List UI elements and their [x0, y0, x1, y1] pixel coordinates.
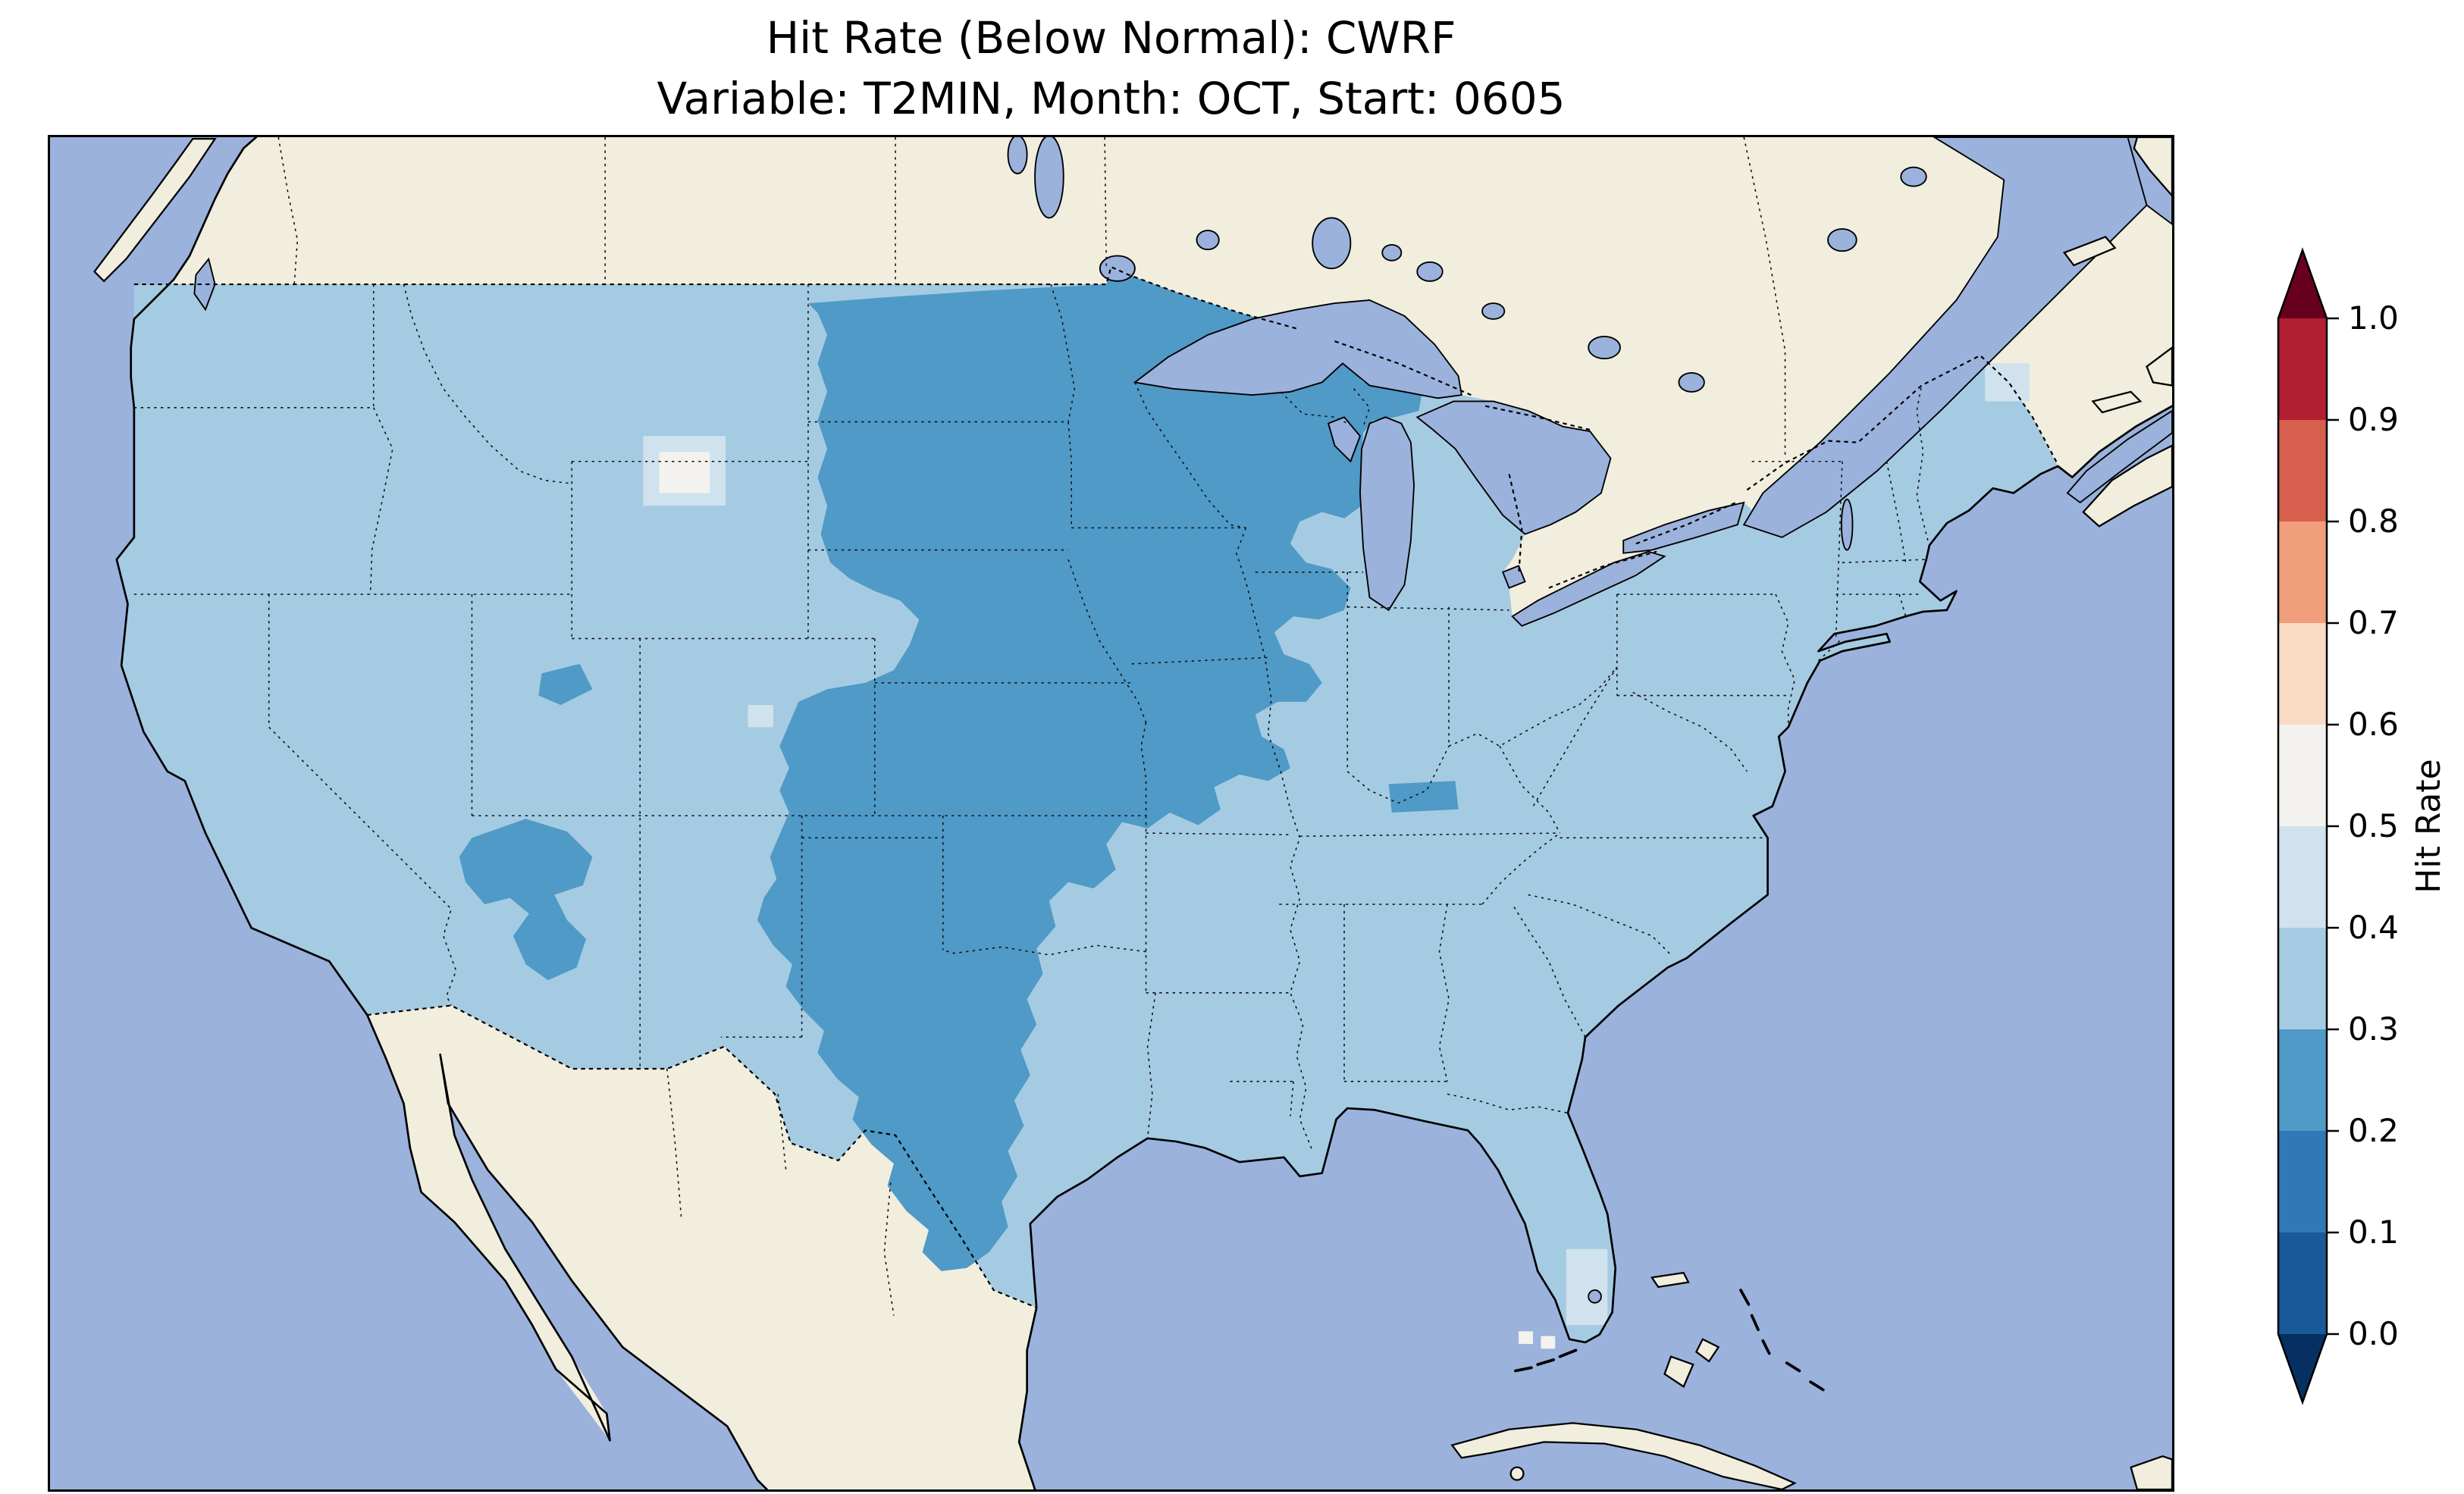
- lake-okeechobee: [1588, 1289, 1602, 1304]
- colorbar-segment-3: [2278, 928, 2327, 1029]
- lake-erie: [1511, 550, 1666, 627]
- cuba: [1450, 1422, 1797, 1489]
- florida-keys: [1514, 1348, 1578, 1373]
- colorbar-extend-upper: [2278, 250, 2327, 318]
- title-line-1: Hit Rate (Below Normal): CWRF: [766, 12, 1456, 64]
- colorbar-tick-label: 0.7: [2348, 604, 2399, 641]
- colorbar-segment-9: [2278, 318, 2327, 420]
- colorbar-tick-label: 0.1: [2348, 1214, 2399, 1251]
- canadian-lakes: [1007, 137, 1927, 393]
- coastline-pacific: [115, 137, 768, 1489]
- colorbar-tick-marks: [2327, 317, 2339, 1336]
- colorbar-segment-4: [2278, 826, 2327, 928]
- puget-sound: [193, 257, 216, 312]
- figure-title: Hit Rate (Below Normal): CWRF Variable: …: [48, 8, 2174, 129]
- hispaniola-edge: [2130, 1455, 2172, 1489]
- colorbar-segment-0: [2278, 1232, 2327, 1334]
- colorbar-tick-label: 0.4: [2348, 909, 2399, 946]
- coastline-atlantic-gulf: [1017, 405, 2172, 1489]
- colorbar-svg: 1.0 0.9 0.8 0.7 0.6 0.5 0.4 0.3 0.2 0.1 …: [2277, 247, 2448, 1405]
- colorbar-tick-label: 0.0: [2348, 1315, 2399, 1352]
- title-line-2: Variable: T2MIN, Month: OCT, Start: 0605: [657, 73, 1566, 125]
- hit-rate-low-region-southwest: [459, 819, 593, 981]
- hit-rate-high-cell-wyoming: [659, 452, 710, 493]
- hit-rate-low-cell-utah: [538, 663, 593, 706]
- vancouver-island: [93, 137, 217, 283]
- hit-rate-white-cell-florida-1: [1519, 1331, 1533, 1345]
- cape-breton-island: [2146, 346, 2172, 387]
- lake-superior: [1133, 299, 1462, 399]
- colorbar-tick-label: 0.5: [2348, 807, 2399, 844]
- colorbar-tick-label: 0.2: [2348, 1112, 2399, 1149]
- colorbar-tick-label: 0.9: [2348, 401, 2399, 438]
- lake-champlain: [1840, 498, 1854, 551]
- colorbar: 1.0 0.9 0.8 0.7 0.6 0.5 0.4 0.3 0.2 0.1 …: [2256, 227, 2464, 1425]
- hit-rate-cell-north-maine: [1985, 363, 2030, 402]
- lake-ontario: [1622, 501, 1745, 554]
- bay-of-fundy: [2066, 409, 2172, 504]
- colorbar-segment-1: [2278, 1131, 2327, 1232]
- colorbar-segment-2: [2278, 1029, 2327, 1131]
- prince-edward-island: [2091, 390, 2143, 414]
- lake-michigan: [1359, 416, 1415, 612]
- us-mexico-border: [367, 1004, 1037, 1309]
- colorbar-segment-5: [2278, 725, 2327, 826]
- colorbar-segment-8: [2278, 420, 2327, 521]
- colorbar-axis-label: Hit Rate: [2409, 759, 2448, 893]
- colorbar-tick-label: 0.3: [2348, 1010, 2399, 1048]
- province-borders-canada: [277, 137, 1786, 459]
- lake-huron: [1415, 400, 1612, 535]
- colorbar-tick-label: 0.8: [2348, 503, 2399, 540]
- hit-rate-low-cell-kentucky: [1388, 781, 1459, 813]
- hit-rate-low-region-central: [757, 267, 1422, 1272]
- map-svg: [50, 137, 2172, 1489]
- colorbar-segment-6: [2278, 623, 2327, 725]
- anticosti-island: [2062, 236, 2117, 267]
- hit-rate-cell-colorado: [748, 705, 773, 728]
- state-borders-midwest: [1131, 382, 1768, 1151]
- colorbar-tick-label: 0.6: [2348, 706, 2399, 743]
- nova-scotia: [2082, 444, 2172, 528]
- st-lawrence-river: [1742, 137, 2148, 538]
- state-borders-mexico: [666, 1068, 895, 1316]
- hit-rate-patch-south-florida: [1566, 1248, 1608, 1325]
- isle-of-youth: [1509, 1466, 1525, 1481]
- us-canada-border: [133, 265, 2059, 589]
- bahamas-islands: [1650, 1271, 1825, 1392]
- colorbar-tick-labels: 1.0 0.9 0.8 0.7 0.6 0.5 0.4 0.3 0.2 0.1 …: [2348, 299, 2399, 1352]
- green-bay: [1327, 416, 1362, 463]
- state-borders-west: [133, 283, 1246, 1069]
- colorbar-segment-7: [2278, 521, 2327, 623]
- colorbar-tick-label: 1.0: [2348, 299, 2399, 337]
- hit-rate-white-cell-florida-2: [1541, 1336, 1556, 1349]
- newfoundland: [2133, 137, 2172, 197]
- map-panel: [48, 135, 2174, 1492]
- state-borders-east: [1616, 385, 1929, 772]
- colorbar-extend-lower: [2278, 1334, 2327, 1402]
